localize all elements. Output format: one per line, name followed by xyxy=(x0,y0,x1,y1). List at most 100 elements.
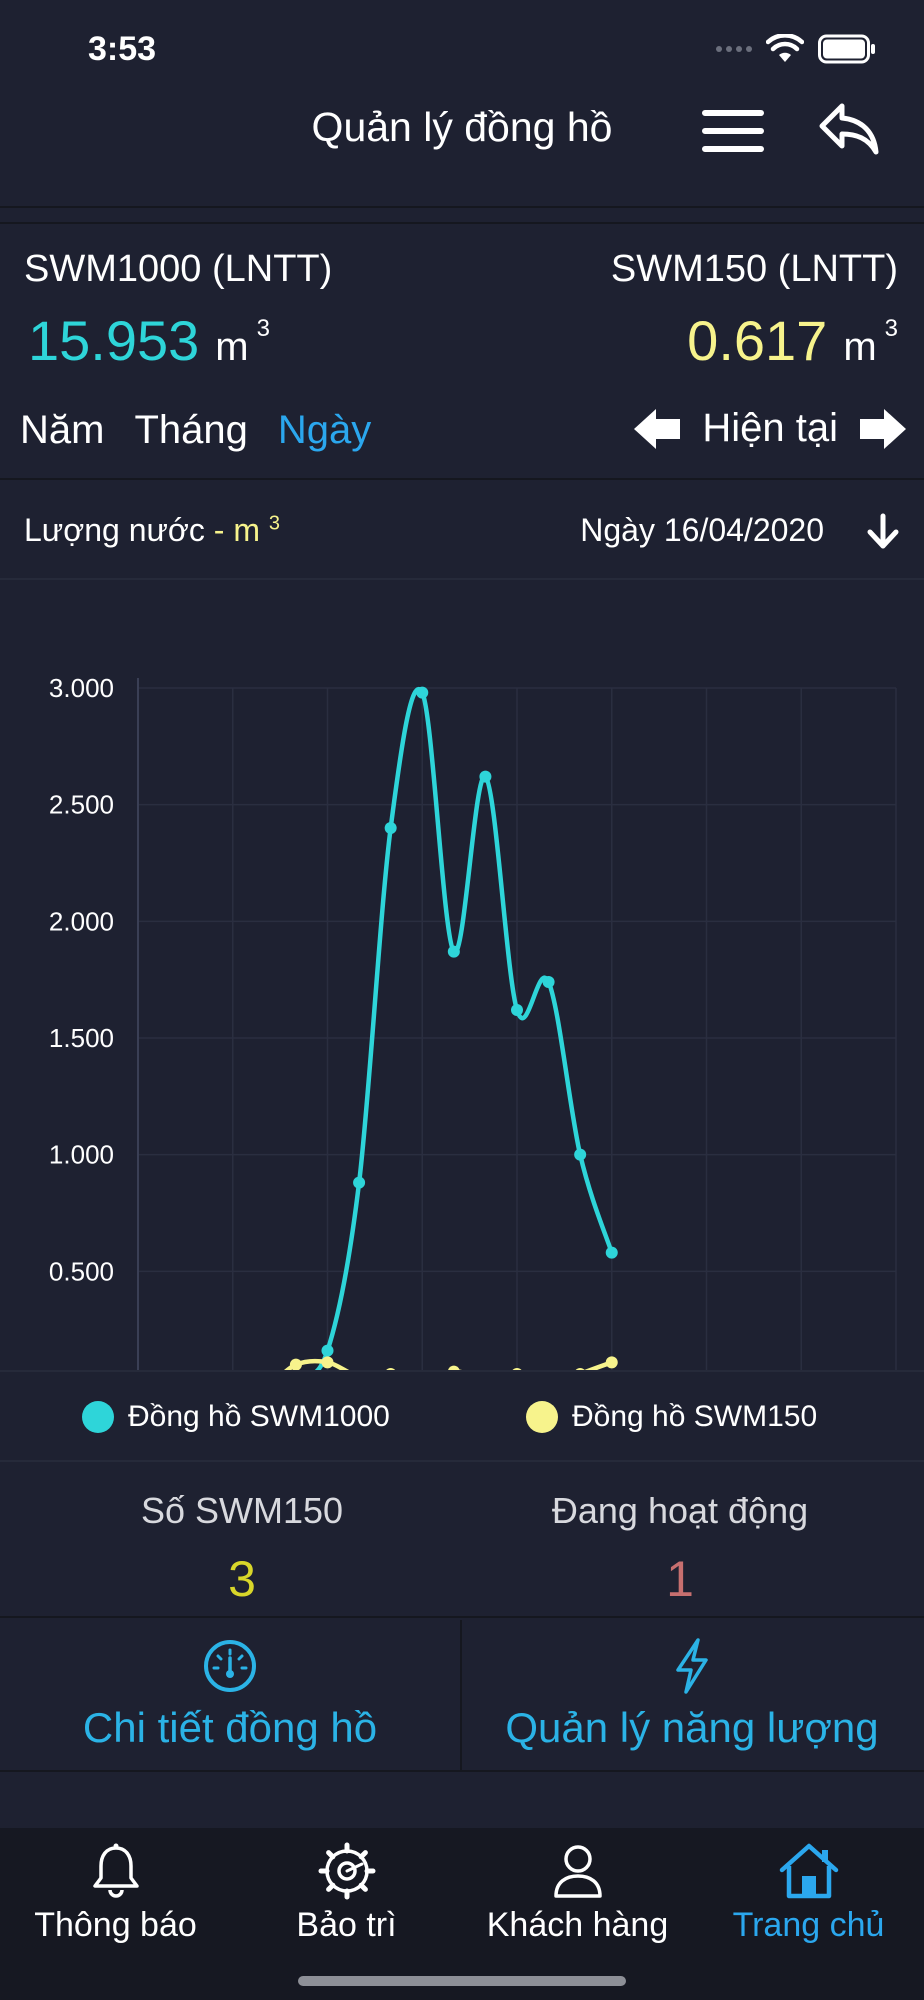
meter-detail-button[interactable]: Chi tiết đồng hồ xyxy=(0,1620,460,1770)
legend-label-swm150: Đồng hồ SWM150 xyxy=(572,1400,818,1433)
meter-name-swm1000: SWM1000 (LNTT) xyxy=(24,248,333,290)
data-point[interactable] xyxy=(605,1356,618,1369)
gear-icon xyxy=(318,1842,375,1900)
gauge-icon xyxy=(204,1640,256,1692)
meter-unit-swm150: m xyxy=(843,325,877,369)
stat-active-label: Đang hoạt động xyxy=(551,1490,809,1531)
data-point[interactable] xyxy=(574,1148,587,1161)
data-point[interactable] xyxy=(447,945,460,958)
chart-date-label[interactable]: Ngày 16/04/2020 xyxy=(580,512,824,548)
wifi-icon xyxy=(766,34,804,62)
status-icons xyxy=(716,34,876,64)
data-point[interactable] xyxy=(289,1358,302,1370)
meter-value-swm150: 0.617 m 3 xyxy=(687,308,898,373)
stat-swm150-value: 3 xyxy=(228,1551,256,1607)
data-point[interactable] xyxy=(321,1356,334,1369)
y-tick-label: 3.000 xyxy=(49,673,114,703)
tab-month[interactable]: Tháng xyxy=(134,408,248,452)
legend-dot-swm150 xyxy=(526,1401,558,1433)
arrow-left-icon[interactable] xyxy=(632,407,682,451)
data-point[interactable] xyxy=(511,1004,523,1016)
meter-unit-sup-swm1000: 3 xyxy=(256,315,270,342)
tab-notifications[interactable]: Thông báo xyxy=(0,1842,231,1945)
period-navigator: Hiện tại xyxy=(632,406,908,451)
chart-series xyxy=(284,686,618,1370)
series-line-0 xyxy=(314,687,614,1370)
data-point[interactable] xyxy=(321,1344,334,1357)
legend-label-swm1000: Đồng hồ SWM1000 xyxy=(128,1400,390,1433)
action-divider xyxy=(460,1620,462,1772)
meter-stats: Số SWM150 3 Đang hoạt động 1 xyxy=(0,1470,924,1618)
battery-icon xyxy=(818,34,875,64)
data-point[interactable] xyxy=(353,1176,366,1189)
stat-swm150-count: Số SWM150 3 xyxy=(42,1490,442,1608)
tab-maintenance-label: Bảo trì xyxy=(296,1906,397,1944)
tab-maintenance[interactable]: Bảo trì xyxy=(231,1842,462,1945)
tab-customers-label: Khách hàng xyxy=(486,1906,669,1944)
chart-grid xyxy=(137,687,897,1370)
tab-home-label: Trang chủ xyxy=(732,1906,885,1944)
tab-customers[interactable]: Khách hàng xyxy=(462,1842,693,1945)
current-period-label[interactable]: Hiện tại xyxy=(702,406,838,450)
data-point[interactable] xyxy=(542,976,555,988)
data-point[interactable] xyxy=(511,1368,523,1370)
y-tick-label: 2.000 xyxy=(49,906,114,936)
person-icon xyxy=(553,1845,602,1898)
meter-name-swm150: SWM150 (LNTT) xyxy=(610,248,898,290)
legend-dot-swm1000 xyxy=(82,1401,114,1433)
action-buttons: Chi tiết đồng hồ Quản lý năng lượng xyxy=(0,1620,924,1772)
data-point[interactable] xyxy=(385,1368,397,1370)
meter-summary: SWM1000 (LNTT) 15.953 m 3 SWM150 (LNTT) … xyxy=(0,222,924,477)
y-tick-label: 1.000 xyxy=(49,1140,114,1170)
chart-legend: Đồng hồ SWM1000 Đồng hồ SWM150 xyxy=(0,1370,924,1462)
chart-header: Lượng nước - m 3 Ngày 16/04/2020 xyxy=(0,480,924,580)
bottom-tab-bar: Thông báo Bảo trì Khách hàng Trang chủ xyxy=(0,1828,924,2000)
home-icon xyxy=(779,1843,838,1899)
chart-caption-unit: - m xyxy=(213,512,260,548)
signal-icon xyxy=(716,46,752,52)
nav-bar: Quản lý đồng hồ xyxy=(0,90,924,208)
chart-caption-text: Lượng nước xyxy=(24,512,205,548)
tab-year[interactable]: Năm xyxy=(20,408,105,452)
water-usage-chart-card: Lượng nước - m 3 Ngày 16/04/2020 00.5001… xyxy=(0,478,924,1462)
energy-management-button[interactable]: Quản lý năng lượng xyxy=(462,1620,922,1770)
meter-reading-swm150: 0.617 xyxy=(687,309,828,372)
data-point[interactable] xyxy=(448,1365,460,1370)
status-time: 3:53 xyxy=(88,30,157,68)
chart-caption-sup: 3 xyxy=(268,512,280,535)
stat-swm150-label: Số SWM150 xyxy=(140,1490,344,1531)
tab-home[interactable]: Trang chủ xyxy=(693,1842,924,1945)
data-point[interactable] xyxy=(574,1368,586,1370)
data-point[interactable] xyxy=(479,770,492,783)
tab-day[interactable]: Ngày xyxy=(277,408,372,452)
energy-management-label: Quản lý năng lượng xyxy=(505,1704,879,1751)
data-point[interactable] xyxy=(416,686,429,699)
meter-detail-label: Chi tiết đồng hồ xyxy=(82,1704,378,1751)
meter-unit-sup-swm150: 3 xyxy=(884,315,898,342)
bell-icon xyxy=(92,1843,139,1898)
status-bar: 3:53 xyxy=(0,0,924,90)
legend-item-swm150[interactable]: Đồng hồ SWM150 xyxy=(526,1400,817,1434)
reply-back-icon[interactable] xyxy=(818,100,880,158)
meter-unit-swm1000: m xyxy=(215,325,249,369)
legend-item-swm1000[interactable]: Đồng hồ SWM1000 xyxy=(82,1400,390,1434)
page-title: Quản lý đồng hồ xyxy=(311,104,613,150)
arrow-down-icon[interactable] xyxy=(866,510,900,550)
y-tick-label: 2.500 xyxy=(49,790,114,820)
y-tick-label: 0.500 xyxy=(49,1256,114,1286)
chart-caption: Lượng nước - m 3 xyxy=(24,512,280,549)
data-point[interactable] xyxy=(605,1246,618,1259)
meter-reading-swm1000: 15.953 xyxy=(28,309,200,372)
stat-active-value: 1 xyxy=(666,1551,694,1607)
line-chart: 00.5001.0001.5002.0002.5003.000000306091… xyxy=(49,673,897,1370)
tab-notifications-label: Thông báo xyxy=(34,1906,197,1944)
menu-icon[interactable] xyxy=(700,106,766,156)
series-line-1 xyxy=(284,1358,613,1370)
chart-axes: 00.5001.0001.5002.0002.5003.000000306091… xyxy=(49,673,139,1370)
data-point[interactable] xyxy=(384,822,397,834)
y-tick-label: 1.500 xyxy=(49,1023,114,1053)
home-indicator xyxy=(298,1976,626,1986)
arrow-right-icon[interactable] xyxy=(858,407,908,451)
lightning-icon xyxy=(676,1638,708,1694)
meter-value-swm1000: 15.953 m 3 xyxy=(28,308,270,373)
